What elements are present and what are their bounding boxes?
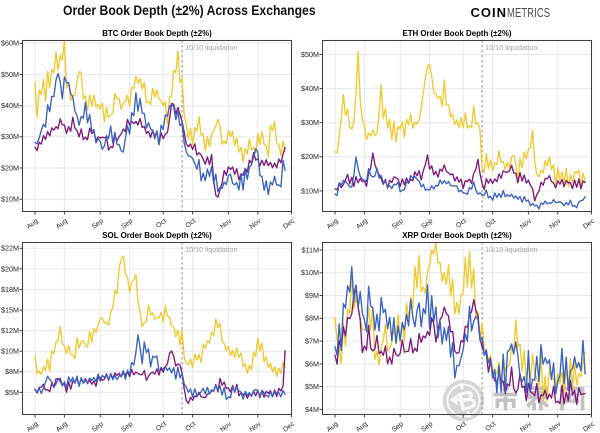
svg-text:$5M: $5M <box>305 382 319 391</box>
svg-text:Oct: Oct <box>184 218 197 230</box>
svg-text:Aug: Aug <box>326 421 340 433</box>
svg-text:Nov: Nov <box>248 420 262 433</box>
svg-text:10/10 liquidation: 10/10 liquidation <box>485 43 537 52</box>
svg-text:$50M: $50M <box>301 50 319 59</box>
svg-text:Nov: Nov <box>248 217 262 230</box>
svg-text:Oct: Oct <box>155 421 168 433</box>
svg-text:$40M: $40M <box>1 101 19 110</box>
svg-text:$7M: $7M <box>305 337 319 346</box>
svg-text:Nov: Nov <box>519 217 533 230</box>
svg-text:$10M: $10M <box>301 268 319 277</box>
svg-text:$40M: $40M <box>301 84 319 93</box>
svg-text:Nov: Nov <box>219 420 233 433</box>
svg-text:Nov: Nov <box>548 217 562 230</box>
svg-text:$20M: $20M <box>1 163 19 172</box>
svg-text:$30M: $30M <box>301 118 319 127</box>
svg-text:10/10 liquidation: 10/10 liquidation <box>185 43 237 52</box>
svg-text:$60M: $60M <box>1 39 19 48</box>
svg-text:Dec: Dec <box>282 420 296 433</box>
svg-text:Dec: Dec <box>282 217 296 230</box>
svg-text:$50M: $50M <box>1 70 19 79</box>
svg-text:Nov: Nov <box>548 420 562 433</box>
svg-text:Aug: Aug <box>26 421 40 433</box>
svg-text:Sep: Sep <box>91 421 105 433</box>
svg-text:Nov: Nov <box>219 217 233 230</box>
svg-text:$4M: $4M <box>305 405 319 414</box>
svg-text:Sep: Sep <box>420 218 434 231</box>
svg-text:Aug: Aug <box>55 421 69 433</box>
svg-text:$15M: $15M <box>1 306 19 315</box>
svg-text:$9M: $9M <box>305 291 319 300</box>
svg-text:Aug: Aug <box>26 218 40 231</box>
svg-text:$18M: $18M <box>1 285 19 294</box>
svg-text:ETH Order Book Depth (±2%): ETH Order Book Depth (±2%) <box>402 29 511 38</box>
svg-text:Aug: Aug <box>55 218 69 231</box>
svg-text:$8M: $8M <box>5 367 19 376</box>
svg-text:Aug: Aug <box>355 421 369 433</box>
svg-text:SOL Order Book Depth (±2%): SOL Order Book Depth (±2%) <box>102 231 212 240</box>
svg-text:Oct: Oct <box>184 421 197 433</box>
svg-text:$11M: $11M <box>302 245 319 254</box>
svg-text:$12M: $12M <box>1 326 19 335</box>
svg-text:Sep: Sep <box>420 421 434 433</box>
svg-text:$20M: $20M <box>1 264 19 273</box>
svg-text:$10M: $10M <box>1 195 19 204</box>
svg-text:Sep: Sep <box>91 218 105 231</box>
svg-text:Oct: Oct <box>455 218 468 230</box>
svg-text:Sep: Sep <box>120 218 134 231</box>
svg-text:Sep: Sep <box>120 421 134 433</box>
svg-text:Oct: Oct <box>484 421 497 433</box>
svg-text:$30M: $30M <box>1 132 19 141</box>
svg-text:$10M: $10M <box>301 186 319 195</box>
svg-text:Dec: Dec <box>582 420 596 433</box>
svg-text:Sep: Sep <box>391 218 405 231</box>
svg-text:Oct: Oct <box>455 421 468 433</box>
svg-text:$22M: $22M <box>1 244 19 253</box>
svg-text:Aug: Aug <box>326 218 340 231</box>
svg-text:BTC Order Book Depth (±2%): BTC Order Book Depth (±2%) <box>102 29 212 38</box>
svg-text:$5M: $5M <box>5 388 19 397</box>
svg-text:Oct: Oct <box>155 218 168 230</box>
svg-text:$6M: $6M <box>305 359 319 368</box>
svg-text:XRP Order Book Depth (±2%): XRP Order Book Depth (±2%) <box>402 231 512 240</box>
svg-text:Oct: Oct <box>484 218 497 230</box>
svg-text:Aug: Aug <box>355 218 369 231</box>
svg-text:10/10 liquidation: 10/10 liquidation <box>485 245 537 254</box>
svg-text:$10M: $10M <box>1 347 19 356</box>
svg-text:$8M: $8M <box>305 314 319 323</box>
svg-text:Nov: Nov <box>519 420 533 433</box>
svg-text:$20M: $20M <box>301 152 319 161</box>
svg-text:10/10 liquidation: 10/10 liquidation <box>185 245 237 254</box>
svg-text:Dec: Dec <box>582 217 596 230</box>
svg-text:Sep: Sep <box>391 421 405 433</box>
